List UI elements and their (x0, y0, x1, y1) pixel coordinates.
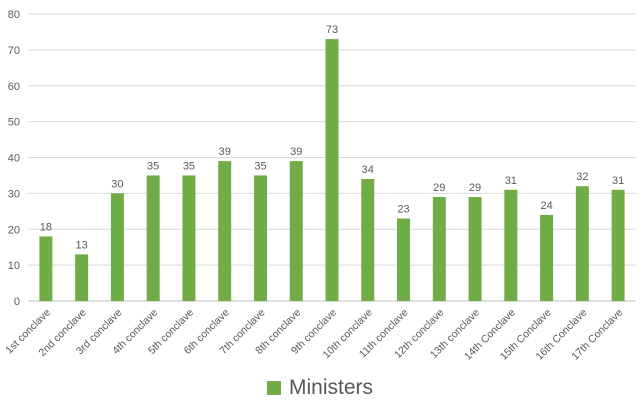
bar (397, 218, 411, 301)
data-label: 39 (219, 146, 231, 158)
y-tick-label: 0 (14, 296, 20, 308)
data-label: 29 (469, 182, 481, 194)
data-label: 39 (290, 146, 302, 158)
data-label: 32 (576, 171, 588, 183)
y-tick-label: 70 (8, 45, 20, 57)
data-label: 35 (254, 160, 266, 172)
bar (504, 189, 518, 301)
legend-swatch (266, 381, 281, 395)
bar (325, 39, 339, 302)
data-label: 13 (76, 239, 88, 251)
bar (75, 254, 89, 301)
bar (289, 161, 303, 301)
data-label: 23 (397, 203, 409, 215)
bar (253, 175, 267, 301)
data-label: 34 (362, 164, 374, 176)
data-label: 31 (612, 175, 624, 187)
y-tick-label: 80 (8, 9, 20, 21)
data-label: 18 (40, 221, 52, 233)
bar (110, 193, 124, 301)
bar (218, 161, 232, 301)
legend: Ministers (0, 376, 640, 400)
data-label: 35 (147, 160, 159, 172)
bar (39, 236, 53, 301)
y-tick-label: 30 (8, 188, 20, 200)
data-label: 30 (111, 178, 123, 190)
bar (540, 214, 554, 301)
bar (146, 175, 160, 301)
y-tick-label: 50 (8, 117, 20, 129)
legend-label: Ministers (288, 376, 373, 399)
data-label: 73 (326, 24, 338, 36)
bar (611, 189, 625, 301)
data-label: 31 (505, 175, 517, 187)
bar (468, 196, 482, 301)
bar (575, 186, 589, 301)
bar (361, 179, 375, 301)
y-tick-label: 20 (8, 224, 20, 236)
bar (182, 175, 196, 301)
data-label: 29 (433, 182, 445, 194)
data-label: 24 (540, 200, 552, 212)
data-label: 35 (183, 160, 195, 172)
bar (432, 196, 446, 301)
y-tick-label: 40 (8, 153, 20, 165)
y-tick-label: 60 (8, 81, 20, 93)
y-tick-label: 10 (8, 260, 20, 272)
